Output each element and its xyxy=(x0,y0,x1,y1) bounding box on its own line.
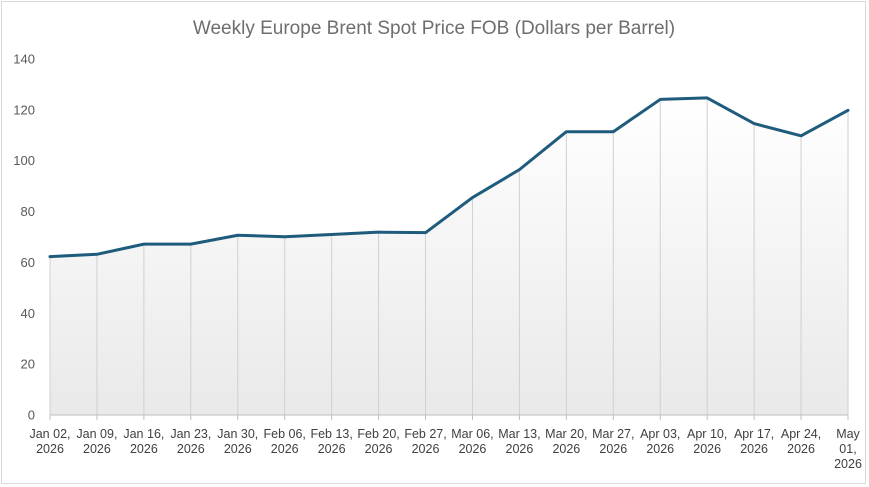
drop-lines xyxy=(49,97,849,415)
x-tick-label: Mar 27, 2026 xyxy=(592,427,634,456)
x-tick-label: Jan 30, 2026 xyxy=(217,427,258,456)
y-axis-ticks: 0 20 40 60 80 100 120 140 xyxy=(13,52,35,423)
chart-title: Weekly Europe Brent Spot Price FOB (Doll… xyxy=(193,18,675,39)
axes xyxy=(49,414,849,420)
x-tick-label: Jan 16, 2026 xyxy=(123,427,164,456)
x-tick-label: Apr 10, 2026 xyxy=(687,427,727,456)
y-tick-label: 140 xyxy=(13,52,35,67)
y-tick-label: 120 xyxy=(13,102,35,117)
x-tick-label: Feb 13, 2026 xyxy=(310,427,352,456)
x-tick-label: May 01, 2026 xyxy=(834,427,862,471)
x-tick-label: Jan 09, 2026 xyxy=(76,427,117,456)
x-tick-label: Feb 20, 2026 xyxy=(357,427,399,456)
y-tick-label: 100 xyxy=(13,153,35,168)
y-tick-label: 80 xyxy=(21,204,35,219)
y-tick-label: 0 xyxy=(28,408,35,423)
x-tick-label: Feb 27, 2026 xyxy=(404,427,446,456)
series-area xyxy=(50,97,848,416)
x-tick-label: Jan 23, 2026 xyxy=(170,427,211,456)
y-tick-label: 20 xyxy=(21,357,35,372)
x-tick-label: Mar 13, 2026 xyxy=(498,427,540,456)
x-tick-label: Mar 06, 2026 xyxy=(451,427,493,456)
area-layer xyxy=(50,97,848,416)
x-tick-label: Feb 06, 2026 xyxy=(264,427,306,456)
x-tick-label: Mar 20, 2026 xyxy=(545,427,587,456)
x-tick-label: Apr 03, 2026 xyxy=(640,427,680,456)
y-tick-label: 40 xyxy=(21,306,35,321)
x-tick-label: Apr 17, 2026 xyxy=(734,427,774,456)
series-line xyxy=(48,96,850,259)
series-line-layer xyxy=(48,96,850,259)
x-tick-label: Jan 02, 2026 xyxy=(29,427,70,456)
x-tick-label: Apr 24, 2026 xyxy=(781,427,821,456)
y-tick-label: 60 xyxy=(21,255,35,270)
